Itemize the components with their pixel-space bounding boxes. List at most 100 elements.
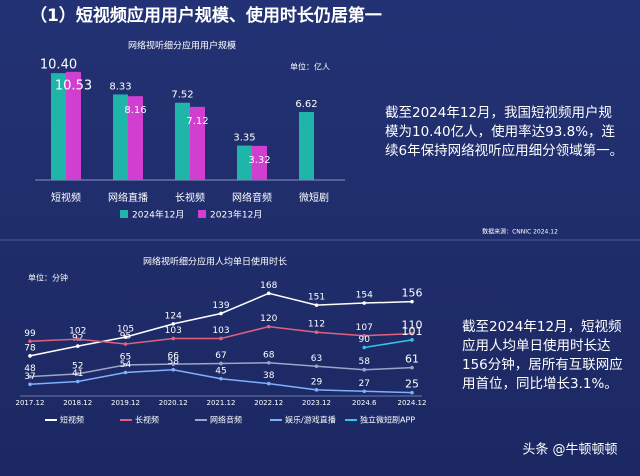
point <box>362 301 367 305</box>
legend-label: 独立微短剧APP <box>360 415 415 425</box>
x-tick-label: 2024.6 <box>352 399 377 407</box>
point <box>362 333 367 338</box>
point <box>123 342 128 346</box>
data-label: 67 <box>215 351 226 361</box>
point <box>314 330 319 335</box>
line-chart-unit: 单位：分钟 <box>28 273 68 283</box>
note: 截至2024年12月，短视频应用人均单日使用时长达156分钟，居所有互联网应用首… <box>462 319 623 392</box>
data-label: 63 <box>311 354 322 364</box>
point <box>314 388 319 392</box>
point <box>28 382 32 387</box>
data-label: 151 <box>308 293 325 303</box>
data-label: 58 <box>359 357 371 367</box>
legend-label: 娱乐/游戏直播 <box>285 415 336 425</box>
point <box>410 299 414 304</box>
x-tick-label: 网络直播 <box>108 191 148 204</box>
data-label: 65 <box>120 352 131 362</box>
point <box>410 338 414 342</box>
data-label: 8.16 <box>124 105 146 116</box>
point <box>219 336 223 341</box>
point <box>362 345 367 350</box>
data-label: 102 <box>69 327 86 337</box>
point <box>75 379 80 384</box>
point <box>266 381 271 386</box>
point <box>410 331 414 336</box>
data-label: 25 <box>405 378 419 391</box>
point <box>171 362 176 366</box>
legend-swatch <box>120 210 128 218</box>
data-label: 90 <box>359 335 371 345</box>
data-label: 7.52 <box>171 90 193 101</box>
point <box>362 367 367 372</box>
point <box>123 363 128 367</box>
data-label: 27 <box>359 379 370 389</box>
point <box>28 354 32 358</box>
data-label: 52 <box>72 361 83 371</box>
bar-chart-title: 网络视听细分应用用户规模 <box>128 40 236 52</box>
data-label: 120 <box>260 314 277 324</box>
slide-title: （1）短视频应用用户规模、使用时长仍居第一 <box>30 5 382 26</box>
data-label: 38 <box>263 371 275 381</box>
line-chart-title: 网络视听细分应用人均单日使用时长 <box>143 256 287 268</box>
point <box>362 389 367 394</box>
point <box>266 324 271 329</box>
data-label: 78 <box>24 343 36 353</box>
data-label: 61 <box>405 353 419 366</box>
x-tick-label: 2020.12 <box>159 399 188 407</box>
data-label: 3.32 <box>248 155 270 166</box>
bar <box>299 111 314 180</box>
point <box>219 361 223 366</box>
point <box>75 337 80 341</box>
note: 截至2024年12月，我国短视频用户规模为10.40亿人，使用率达93.8%，连… <box>385 105 624 159</box>
bar <box>252 145 267 180</box>
data-label: 54 <box>120 360 132 370</box>
data-label: 112 <box>308 320 325 330</box>
data-label: 95 <box>120 332 131 342</box>
data-label: 10.40 <box>40 58 77 73</box>
x-tick-label: 2021.12 <box>207 399 236 407</box>
point <box>314 364 319 369</box>
data-label: 101 <box>402 325 423 338</box>
point <box>123 370 128 375</box>
point <box>266 360 271 365</box>
data-label: 110 <box>402 319 423 332</box>
line <box>364 339 413 349</box>
data-label: 168 <box>260 281 277 291</box>
point <box>171 336 176 341</box>
point <box>75 372 80 376</box>
bar-chart-unit: 单位：亿人 <box>290 62 330 72</box>
data-label: 41 <box>72 369 83 379</box>
data-label: 156 <box>402 287 423 300</box>
point <box>219 376 223 381</box>
source: 数据来源：CNNIC 2024.12 <box>482 228 558 236</box>
point <box>410 365 414 370</box>
legend-swatch <box>198 210 206 218</box>
point <box>266 291 271 296</box>
data-label: 105 <box>117 325 134 335</box>
bar <box>113 94 128 180</box>
point <box>123 335 128 339</box>
data-label: 139 <box>212 301 229 311</box>
watermark: 头条 @牛顿顿顿 <box>522 442 617 458</box>
x-tick-label: 2023.12 <box>302 399 331 407</box>
point <box>75 344 80 348</box>
data-label: 48 <box>24 364 36 374</box>
x-tick-label: 长视频 <box>175 191 205 204</box>
data-label: 68 <box>263 350 275 360</box>
point <box>28 339 32 344</box>
data-label: 7.12 <box>186 116 208 127</box>
point <box>171 367 176 372</box>
bar <box>175 102 190 180</box>
point <box>410 390 414 395</box>
legend-label: 网络音频 <box>210 415 242 425</box>
data-label: 103 <box>165 326 182 336</box>
data-label: 3.35 <box>233 133 255 144</box>
data-label: 107 <box>356 323 373 333</box>
data-label: 154 <box>356 291 373 301</box>
bar <box>51 73 66 180</box>
legend-label: 2024年12月 <box>132 209 184 221</box>
x-tick-label: 网络音频 <box>232 191 272 204</box>
data-label: 6.62 <box>295 99 317 110</box>
data-label: 103 <box>212 326 229 336</box>
